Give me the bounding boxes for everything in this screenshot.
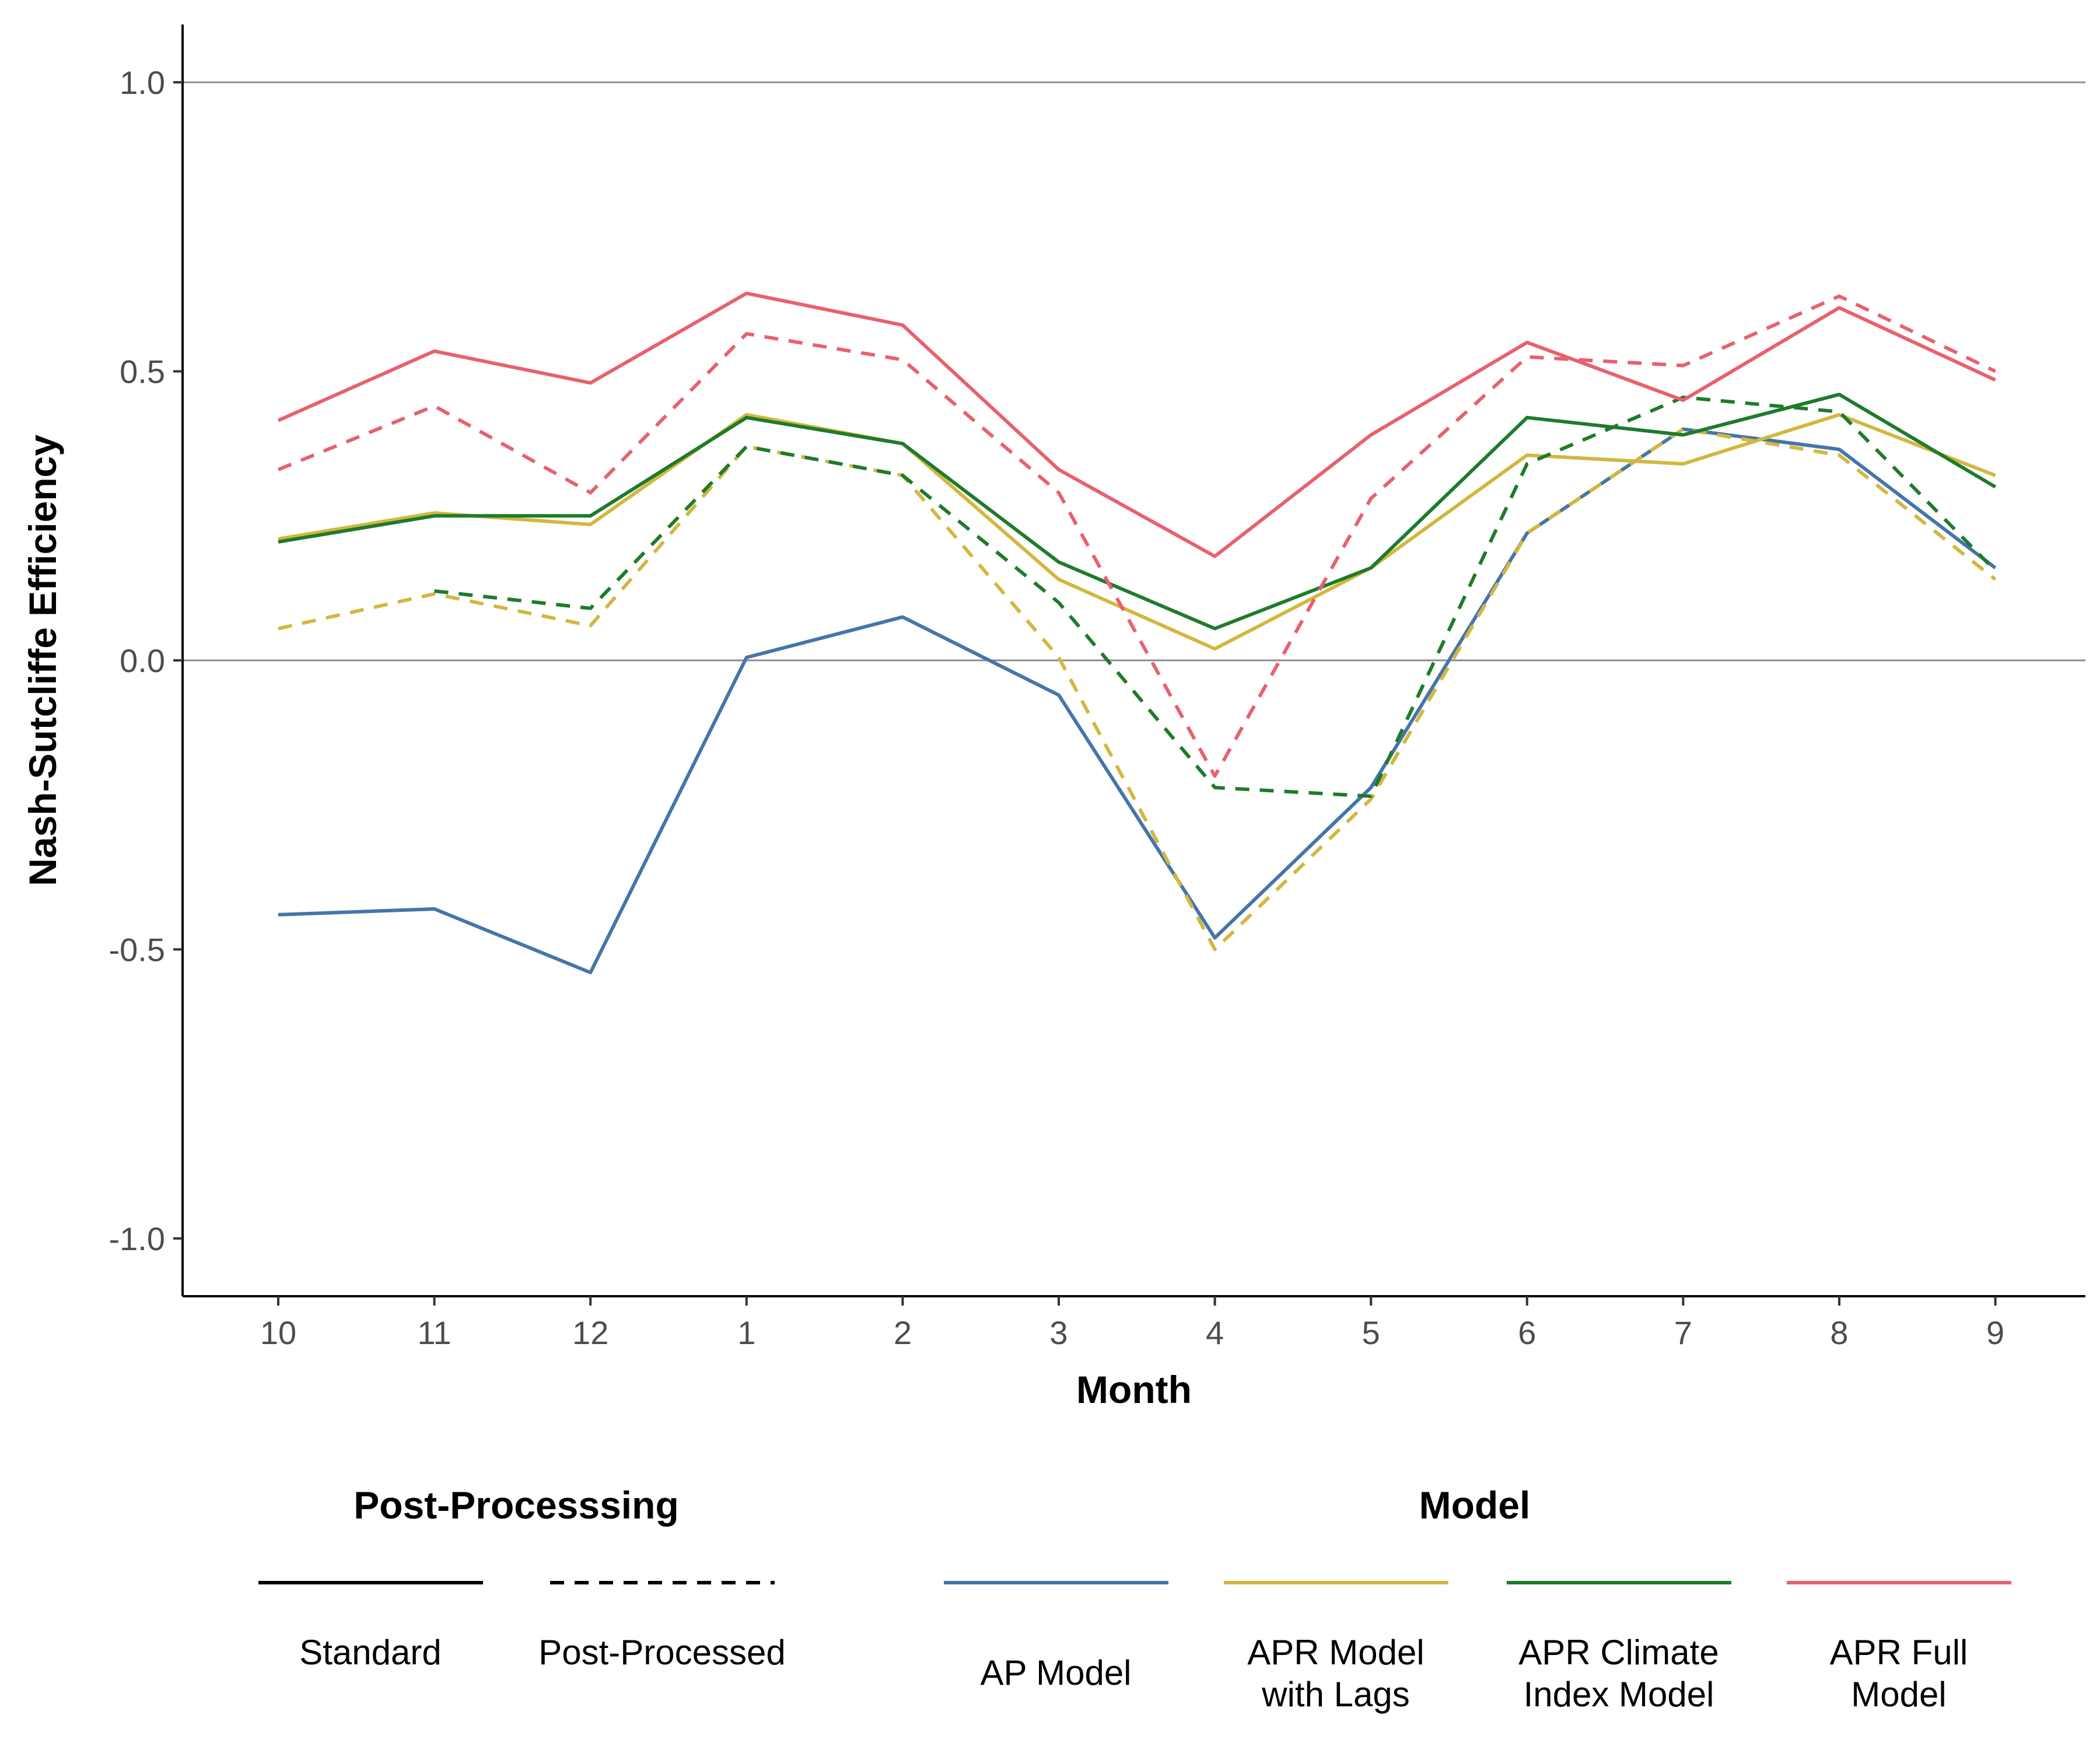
legend-label-model: AP Model (980, 1653, 1131, 1692)
reference-lines (183, 81, 2085, 662)
axes-layer: 1.00.50.0-0.5-1.010 11 12 1 2 3 4 5 6 7 8 9 (109, 25, 2085, 1351)
series-layer (277, 291, 1997, 975)
x-tick-label: 12 (572, 1314, 608, 1351)
legend-model-title: Model (1419, 1483, 1531, 1527)
y-tick-label: 0.0 (120, 642, 165, 679)
y-tick-label: -1.0 (109, 1220, 166, 1257)
y-tick-label: -0.5 (109, 931, 166, 968)
legend: Post-Processsing Model Standard Post-Proc… (258, 1483, 2011, 1714)
series-line-2 (278, 412, 1996, 651)
legend-linetype-title: Post-Processsing (354, 1483, 679, 1527)
legend-label-linetype: Post-Processed (538, 1633, 786, 1672)
legend-label-model: APR Full Model (1830, 1633, 1968, 1714)
series-line-0 (278, 427, 1997, 975)
series-line-4 (278, 393, 1997, 631)
y-tick-label: 0.5 (120, 354, 165, 390)
series-line-6 (277, 291, 1996, 558)
x-tick-label: 7 (1674, 1314, 1692, 1351)
x-axis-title: Month (1076, 1368, 1192, 1411)
x-tick-label: 2 (894, 1314, 912, 1351)
x-tick-label: 3 (1049, 1314, 1068, 1351)
x-tick-label: 6 (1518, 1314, 1536, 1351)
legend-label-model: APR Climate Index Model (1518, 1633, 1718, 1714)
x-tick-label: 5 (1362, 1314, 1380, 1351)
legend-label-model: APR Model with Lags (1247, 1633, 1424, 1714)
x-tick-label: 11 (418, 1314, 452, 1351)
series-line-5 (434, 396, 1997, 798)
x-tick-label: 4 (1206, 1314, 1224, 1351)
x-tick-label: 10 (260, 1314, 296, 1351)
legend-label-linetype: Standard (299, 1633, 442, 1672)
x-tick-label: 9 (1986, 1314, 2004, 1351)
x-tick-label: 8 (1830, 1314, 1848, 1351)
y-axis-title: Nash-Sutcliffe Efficiency (21, 435, 64, 886)
y-tick-label: 1.0 (120, 64, 165, 101)
series-line-7 (277, 294, 1996, 778)
x-tick-label: 1 (737, 1314, 755, 1351)
